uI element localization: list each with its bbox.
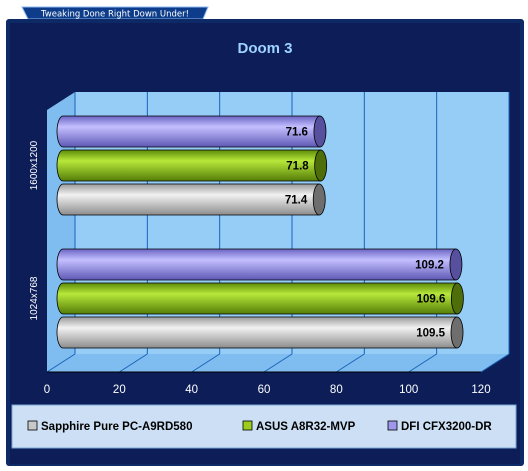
x-tick-label: 60 (258, 384, 271, 396)
bar-value-label: 71.4 (285, 195, 308, 207)
legend-item: DFI CFX3200-DR (387, 420, 492, 433)
bar: 109.2 (56, 248, 463, 281)
floor-gridline (191, 353, 220, 373)
bar-cap (312, 183, 326, 216)
x-tick-label: 20 (113, 384, 126, 396)
category-label: 1600x1200 (29, 140, 40, 190)
x-tick-labels: 0 20 40 60 80 100 120 (44, 384, 491, 396)
legend-item: ASUS A8R32-MVP (242, 420, 356, 433)
category-label: 1024x768 (29, 276, 40, 320)
floor-gridline (336, 353, 365, 373)
bar: 109.6 (56, 282, 464, 315)
floor-gridline (408, 353, 437, 373)
legend-swatch (27, 420, 38, 431)
bar-value-label: 109.6 (417, 294, 446, 306)
bar-value-label: 109.5 (416, 328, 445, 340)
legend: Sapphire Pure PC-A9RD580 ASUS A8R32-MVP DF… (27, 420, 492, 433)
floor-gridline (263, 353, 293, 373)
bar-body (56, 149, 322, 182)
bar-cap (450, 316, 464, 349)
legend-swatch (387, 420, 398, 431)
bar-cap (314, 149, 328, 182)
bars-layer: 71.6 71.8 71.4 109.2 109.6 109.5 (56, 115, 464, 349)
bar: 109.5 (56, 316, 464, 349)
bar-body (56, 316, 458, 349)
bar-cap (450, 282, 464, 315)
legend-label: Sapphire Pure PC-A9RD580 (41, 421, 192, 433)
x-tick-label: 0 (44, 384, 50, 396)
legend-label: DFI CFX3200-DR (401, 421, 492, 433)
bar-value-label: 71.8 (286, 161, 309, 173)
bar-body (56, 115, 321, 148)
x-tick-label: 80 (330, 384, 343, 396)
bar: 71.6 (56, 115, 327, 148)
bar-body (56, 248, 457, 281)
bar-cap (313, 115, 327, 148)
bar: 71.8 (56, 149, 328, 182)
bar-value-label: 71.6 (286, 127, 308, 139)
floor-gridline (480, 353, 510, 373)
bar: 71.4 (56, 183, 326, 216)
x-tick-label: 40 (185, 384, 198, 396)
legend-swatch (242, 420, 253, 431)
banner-text: Tweaking Done Right Down Under! (40, 10, 189, 20)
bar-body (56, 183, 320, 216)
x-tick-label: 120 (471, 384, 490, 396)
legend-item: Sapphire Pure PC-A9RD580 (27, 420, 192, 433)
legend-box (11, 404, 517, 449)
x-tick-label: 100 (399, 384, 418, 396)
category-labels: 1600x1200 1024x768 (29, 140, 40, 320)
bar-value-label: 109.2 (415, 260, 444, 272)
floor-gridline (119, 353, 148, 373)
chart-title: Doom 3 (237, 40, 292, 57)
bar-body (56, 282, 458, 315)
bar-cap (449, 248, 463, 281)
floor-gridline (46, 353, 76, 373)
legend-label: ASUS A8R32-MVP (256, 421, 356, 433)
